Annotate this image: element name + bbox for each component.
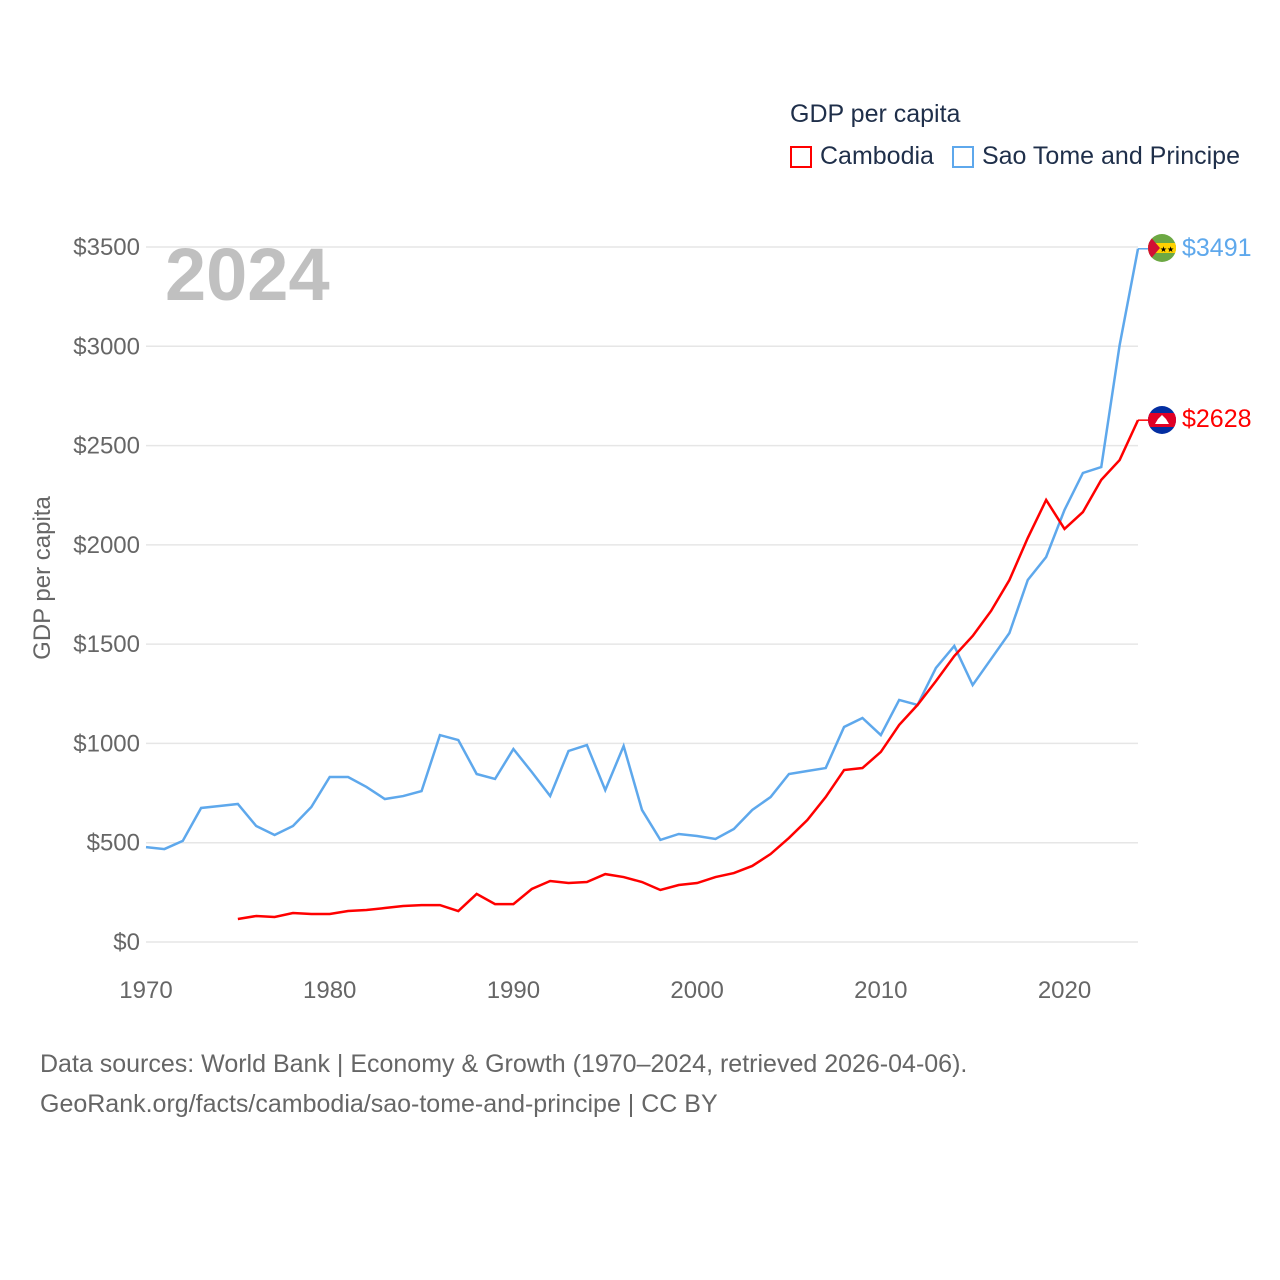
y-tick-label: $500: [87, 830, 140, 857]
legend-swatch-sao-tome: [951, 145, 974, 168]
legend-swatch-cambodia: [790, 145, 812, 168]
footer-sources: Data sources: World Bank | Economy & Gro…: [40, 1050, 968, 1078]
series-line-sao-tome-and-principe: [145, 248, 1140, 851]
x-tick-label: 1970: [119, 977, 172, 1004]
footer-url[interactable]: GeoRank.org/facts/cambodia/sao-tome-and-…: [40, 1090, 718, 1118]
svg-text:★★: ★★: [1160, 245, 1174, 254]
y-tick-label: $1000: [73, 730, 140, 757]
y-tick-label: $2000: [73, 532, 140, 559]
x-tick-label: 1990: [487, 977, 540, 1004]
y-tick-label: $3500: [73, 234, 140, 261]
legend: Cambodia Sao Tome and Principe: [790, 142, 1258, 171]
cambodia-flag-icon: [1148, 406, 1176, 434]
legend-label-cambodia: Cambodia: [820, 142, 934, 170]
legend-label-sao-tome: Sao Tome and Principe: [981, 142, 1240, 170]
x-tick-label: 2000: [670, 977, 723, 1004]
sao-tome-end-label: $3491: [1182, 234, 1252, 262]
y-tick-label: $3000: [73, 333, 140, 360]
footer: Data sources: World Bank | Economy & Gro…: [40, 1044, 967, 1124]
y-tick-label: $0: [113, 929, 140, 956]
x-tick-label: 1980: [303, 977, 356, 1004]
y-tick-label: $2500: [73, 433, 140, 460]
sao-tome-and-principe-flag-icon: ★★: [1148, 234, 1176, 262]
y-tick-label: $1500: [73, 631, 140, 658]
series-line-cambodia: [237, 419, 1140, 921]
legend-item-cambodia[interactable]: Cambodia: [790, 142, 934, 171]
y-axis-label: GDP per capita: [29, 496, 56, 660]
x-tick-label: 2010: [854, 977, 907, 1004]
year-watermark: 2024: [165, 233, 330, 316]
legend-title: GDP per capita: [790, 100, 961, 128]
cambodia-end-label: $2628: [1182, 405, 1252, 433]
x-tick-label: 2020: [1038, 977, 1091, 1004]
legend-item-sao-tome[interactable]: Sao Tome and Principe: [951, 142, 1240, 171]
